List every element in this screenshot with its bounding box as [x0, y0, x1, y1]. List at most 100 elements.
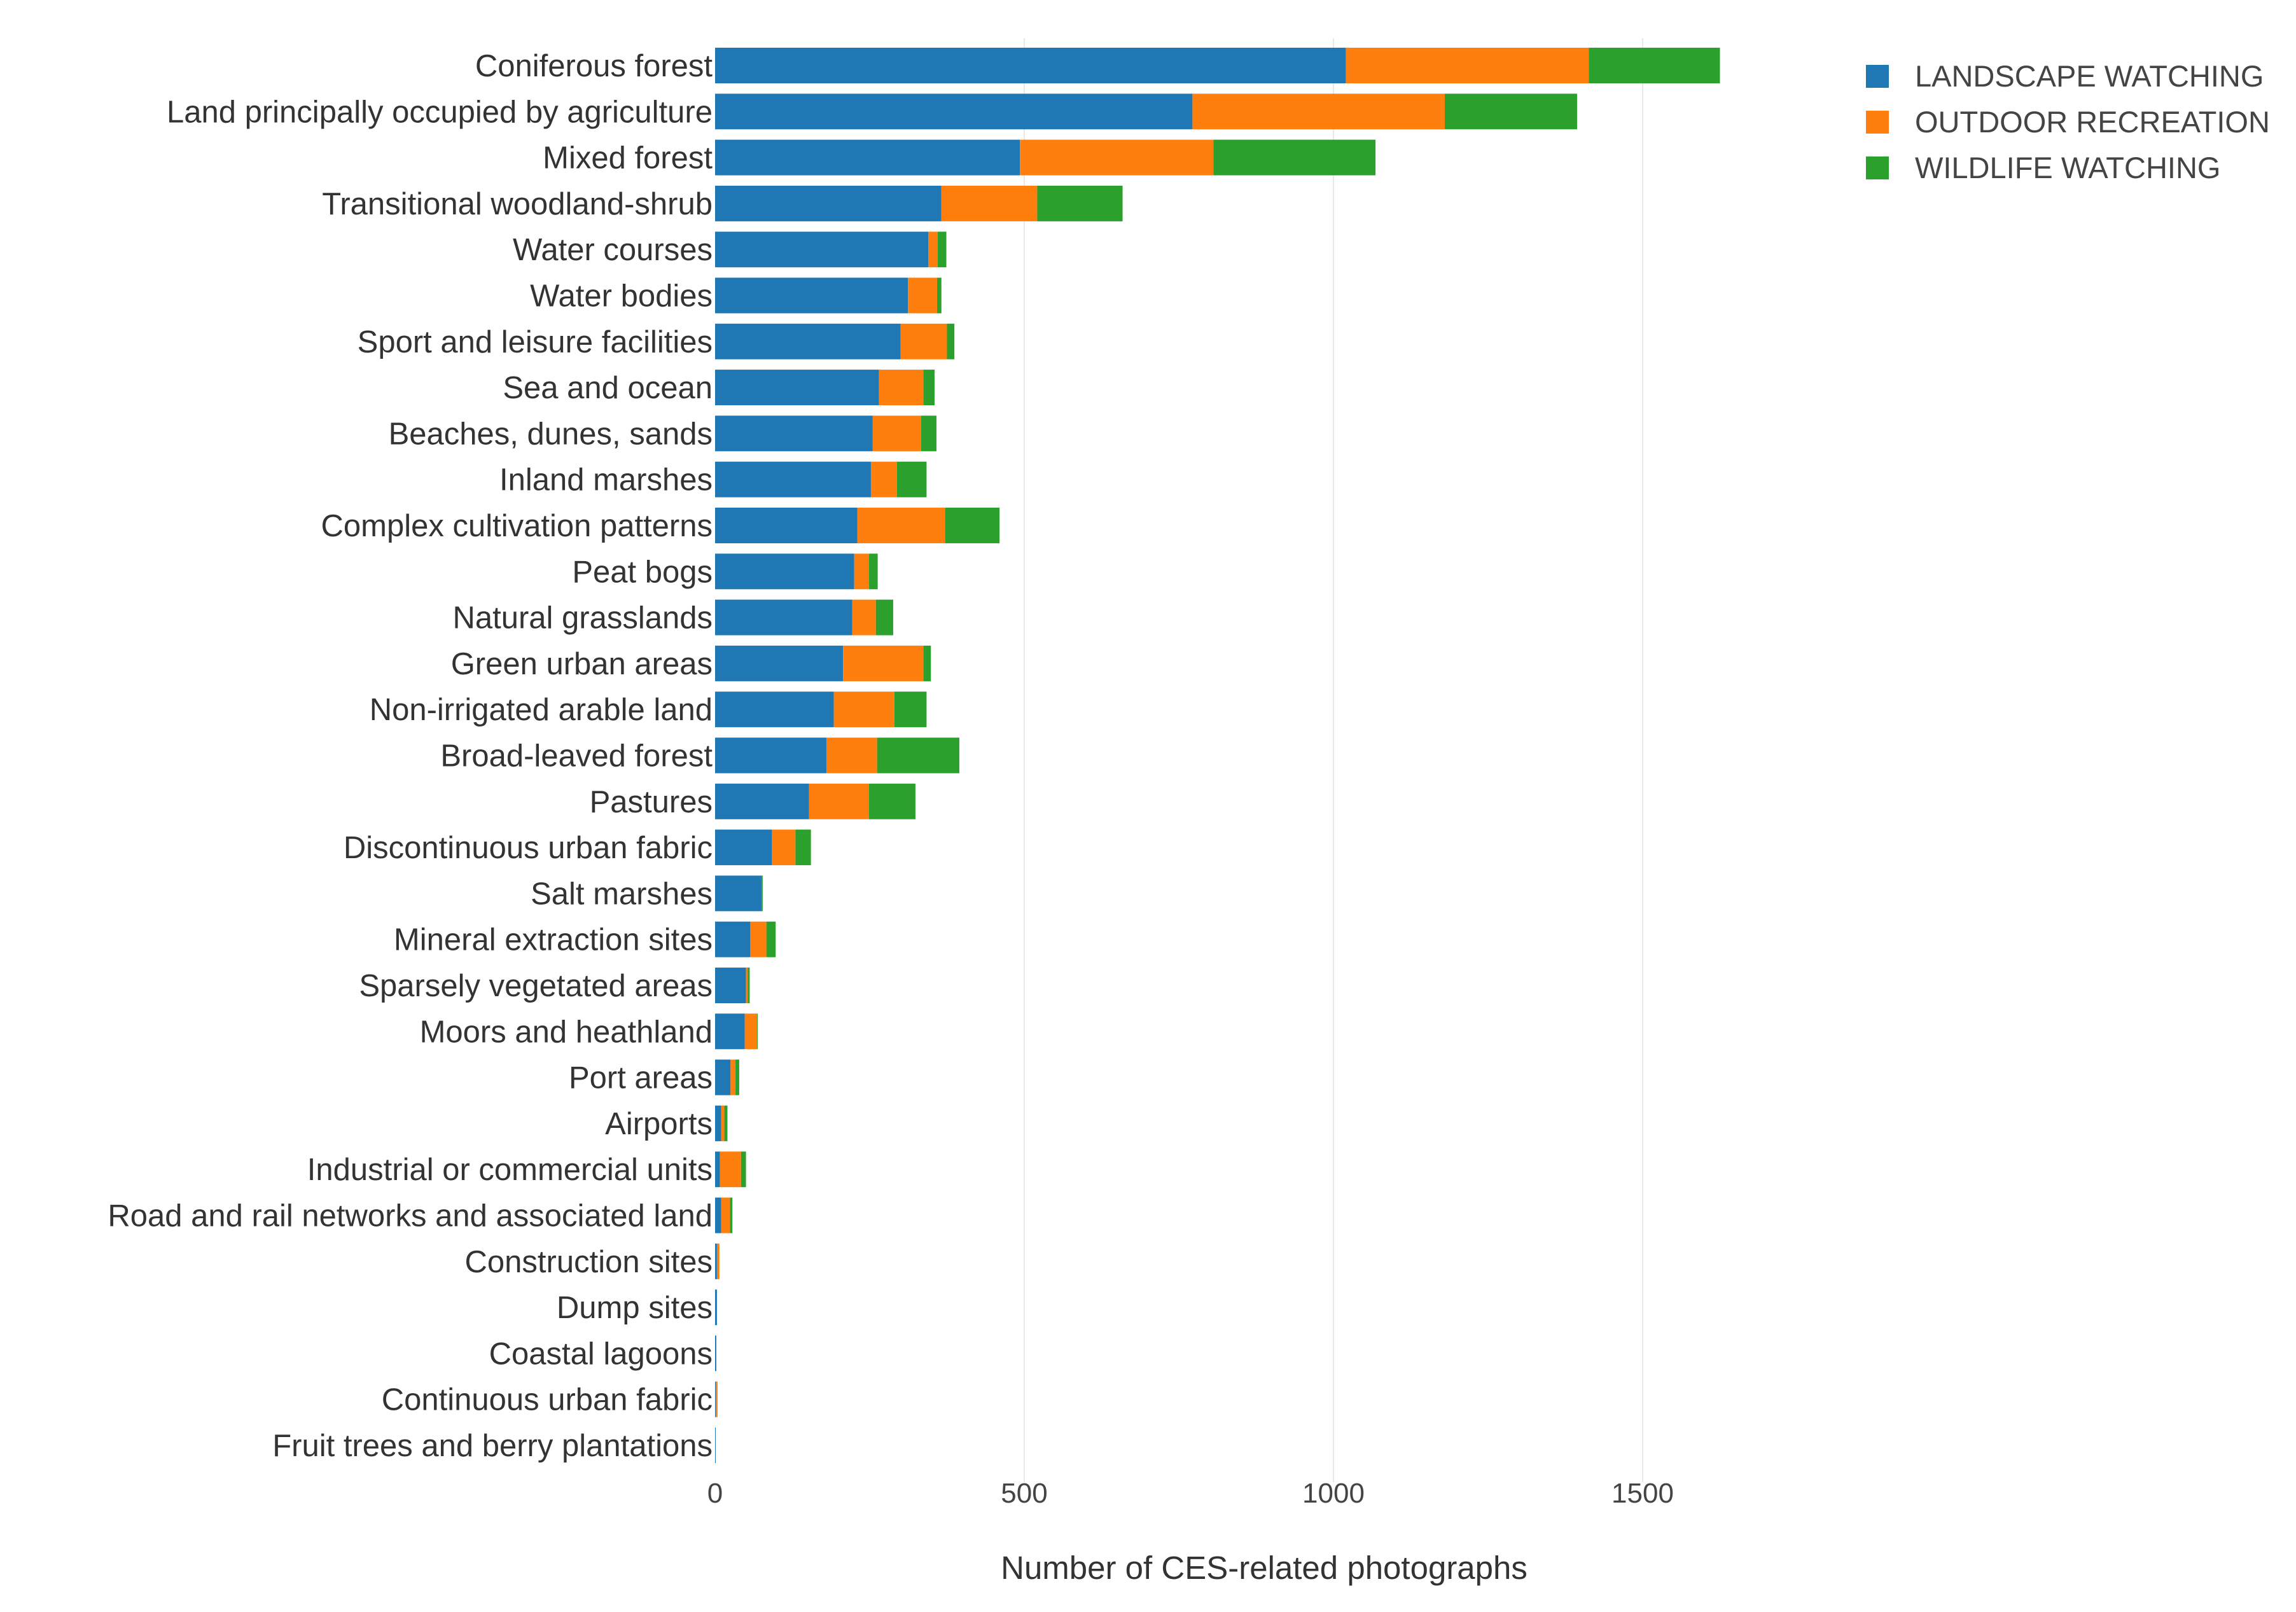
bar-transitional-woodland-shrub-wildlife-watching — [1037, 185, 1123, 221]
bar-complex-cultivation-patterns-outdoor-recreation — [857, 508, 945, 543]
bar-water-courses-wildlife-watching — [937, 232, 947, 268]
category-label: Salt marshes — [531, 877, 713, 911]
bar-broad-leaved-forest-landscape-watching — [715, 737, 826, 774]
bar-industrial-or-commercial-units-landscape-watching — [715, 1151, 720, 1188]
bar-sea-and-ocean-outdoor-recreation — [879, 370, 924, 406]
bar-construction-sites-outdoor-recreation — [716, 1243, 720, 1279]
bar-sport-and-leisure-facilities-landscape-watching — [715, 323, 901, 359]
bar-sea-and-ocean-landscape-watching — [715, 370, 879, 406]
bar-sparsely-vegetated-areas-landscape-watching — [715, 968, 746, 1003]
bar-water-courses-outdoor-recreation — [928, 232, 938, 268]
bar-mineral-extraction-sites-outdoor-recreation — [750, 921, 767, 957]
category-label: Airports — [605, 1107, 713, 1141]
bar-water-courses-landscape-watching — [715, 232, 929, 268]
category-label: Inland marshes — [499, 463, 713, 497]
bar-land-principally-occupied-by-agriculture-landscape-watching — [715, 94, 1193, 130]
bar-continuous-urban-fabric-outdoor-recreation — [715, 1381, 718, 1417]
bar-complex-cultivation-patterns-landscape-watching — [715, 508, 858, 543]
bar-airports-wildlife-watching — [724, 1105, 728, 1141]
x-tick-label: 1000 — [1302, 1478, 1365, 1509]
bar-green-urban-areas-outdoor-recreation — [843, 645, 924, 681]
bar-port-areas-wildlife-watching — [735, 1059, 739, 1095]
bar-port-areas-landscape-watching — [715, 1059, 731, 1095]
bar-transitional-woodland-shrub-landscape-watching — [715, 185, 942, 221]
bar-non-irrigated-arable-land-outdoor-recreation — [833, 691, 894, 728]
bar-coastal-lagoons-landscape-watching — [715, 1335, 716, 1372]
bar-coniferous-forest-outdoor-recreation — [1346, 48, 1589, 83]
bar-discontinuous-urban-fabric-outdoor-recreation — [772, 830, 796, 866]
bar-natural-grasslands-landscape-watching — [715, 599, 852, 636]
bar-mixed-forest-outdoor-recreation — [1020, 139, 1214, 176]
x-axis-title: Number of CES-related photographs — [1001, 1550, 1527, 1586]
bar-mineral-extraction-sites-landscape-watching — [715, 921, 751, 957]
bars — [715, 48, 1720, 1463]
x-tick-label: 0 — [707, 1478, 723, 1509]
x-tick-label: 1500 — [1611, 1478, 1674, 1509]
bar-beaches-dunes-sands-outdoor-recreation — [872, 415, 921, 452]
bar-coniferous-forest-wildlife-watching — [1589, 48, 1720, 83]
category-label: Port areas — [569, 1061, 713, 1095]
bar-coniferous-forest-landscape-watching — [715, 48, 1346, 83]
bar-road-and-rail-networks-and-associated-land-landscape-watching — [715, 1197, 721, 1233]
category-label: Water courses — [513, 233, 713, 267]
bar-beaches-dunes-sands-wildlife-watching — [921, 415, 936, 452]
category-label: Mixed forest — [543, 141, 713, 176]
category-labels: Coniferous forest Land principally occupi… — [108, 49, 713, 1463]
bar-discontinuous-urban-fabric-landscape-watching — [715, 830, 772, 866]
bar-mixed-forest-landscape-watching — [715, 139, 1020, 176]
bar-sparsely-vegetated-areas-wildlife-watching — [748, 968, 750, 1003]
bar-peat-bogs-wildlife-watching — [869, 553, 878, 590]
bar-complex-cultivation-patterns-wildlife-watching — [945, 508, 1000, 543]
bar-natural-grasslands-wildlife-watching — [875, 599, 893, 636]
category-label: Sport and leisure facilities — [358, 325, 713, 359]
category-label: Non-irrigated arable land — [370, 693, 713, 727]
bar-broad-leaved-forest-outdoor-recreation — [826, 737, 877, 774]
bar-peat-bogs-landscape-watching — [715, 553, 854, 590]
bar-construction-sites-landscape-watching — [715, 1243, 717, 1279]
category-label: Fruit trees and berry plantations — [272, 1429, 713, 1463]
bar-water-bodies-wildlife-watching — [936, 277, 942, 314]
x-tick-label: 500 — [1001, 1478, 1047, 1509]
category-label: Sea and ocean — [503, 371, 713, 405]
bar-port-areas-outdoor-recreation — [730, 1059, 736, 1095]
category-label: Continuous urban fabric — [382, 1383, 713, 1417]
category-label: Beaches, dunes, sands — [389, 417, 713, 451]
bar-land-principally-occupied-by-agriculture-outdoor-recreation — [1192, 94, 1445, 130]
category-label: Green urban areas — [451, 647, 713, 681]
category-label: Coastal lagoons — [489, 1337, 713, 1371]
category-label: Pastures — [590, 785, 713, 819]
bar-mixed-forest-wildlife-watching — [1213, 139, 1376, 176]
category-label: Road and rail networks and associated la… — [108, 1199, 713, 1233]
category-label: Coniferous forest — [475, 49, 713, 83]
legend: LANDSCAPE WATCHING OUTDOOR RECREATION WILD… — [1866, 59, 2270, 184]
legend-label-wildlife-watching: WILDLIFE WATCHING — [1915, 151, 2220, 184]
bar-salt-marshes-landscape-watching — [715, 875, 762, 912]
category-label: Construction sites — [465, 1245, 713, 1279]
category-label: Peat bogs — [572, 555, 713, 589]
bar-road-and-rail-networks-and-associated-land-outdoor-recreation — [721, 1197, 730, 1233]
bar-transitional-woodland-shrub-outdoor-recreation — [941, 185, 1038, 221]
category-label: Broad-leaved forest — [440, 739, 713, 774]
bar-airports-landscape-watching — [715, 1105, 721, 1141]
bar-road-and-rail-networks-and-associated-land-wildlife-watching — [730, 1197, 733, 1233]
gridlines — [1024, 38, 1643, 1482]
bar-moors-and-heathland-landscape-watching — [715, 1013, 745, 1050]
bar-sport-and-leisure-facilities-outdoor-recreation — [900, 323, 947, 359]
legend-swatch-outdoor-recreation — [1866, 111, 1889, 134]
category-label: Mineral extraction sites — [394, 923, 713, 957]
bar-salt-marshes-wildlife-watching — [761, 875, 763, 912]
bar-continuous-urban-fabric-landscape-watching — [715, 1381, 716, 1417]
category-label: Moors and heathland — [420, 1015, 713, 1049]
category-label: Dump sites — [557, 1291, 713, 1325]
category-label: Sparsely vegetated areas — [359, 969, 713, 1003]
bar-green-urban-areas-wildlife-watching — [923, 645, 931, 681]
legend-swatch-wildlife-watching — [1866, 156, 1889, 179]
bar-sea-and-ocean-wildlife-watching — [923, 370, 935, 406]
category-label: Discontinuous urban fabric — [344, 831, 713, 865]
bar-pastures-outdoor-recreation — [809, 783, 870, 819]
bar-industrial-or-commercial-units-wildlife-watching — [741, 1151, 746, 1188]
category-label: Transitional woodland-shrub — [322, 187, 713, 221]
legend-label-outdoor-recreation: OUTDOOR RECREATION — [1915, 105, 2270, 139]
bar-natural-grasslands-outdoor-recreation — [852, 599, 876, 636]
